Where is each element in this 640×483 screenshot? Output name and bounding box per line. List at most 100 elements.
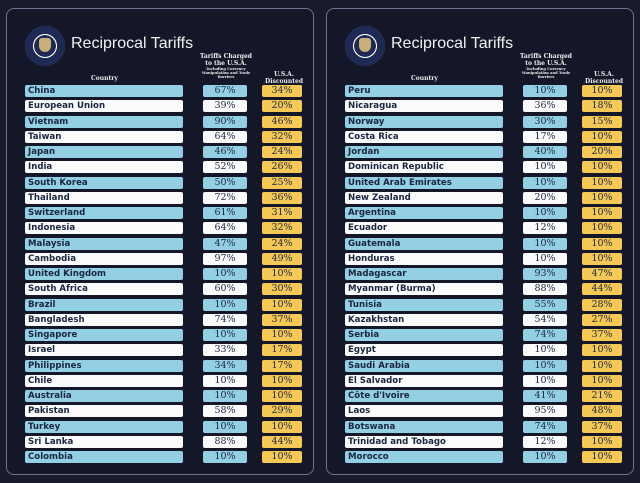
- table-row: Kazakhstan 54% 27%: [345, 313, 635, 327]
- tariff-charged: 20%: [523, 191, 567, 204]
- tariff-charged: 39%: [203, 100, 247, 113]
- table-row: United Arab Emirates 10% 10%: [345, 176, 635, 190]
- discounted-tariff: 10%: [262, 420, 302, 433]
- country-name: Australia: [25, 390, 183, 402]
- table-row: Peru 10% 10%: [345, 85, 635, 98]
- table-row: Trinidad and Tobago 12% 10%: [345, 435, 635, 449]
- table-row: New Zealand 20% 10%: [345, 191, 635, 205]
- discounted-tariff: 10%: [582, 85, 622, 97]
- tariff-charged: 33%: [203, 344, 247, 357]
- tariff-charged: 60%: [203, 283, 247, 296]
- table-row: Madagascar 93% 47%: [345, 268, 635, 281]
- country-name: European Union: [25, 100, 183, 113]
- table-row: Bangladesh 74% 37%: [25, 313, 315, 327]
- country-header: Country: [411, 75, 438, 82]
- country-name: Dominican Republic: [345, 161, 503, 174]
- tariff-charged: 64%: [203, 222, 247, 235]
- tariff-charged: 55%: [523, 298, 567, 311]
- discounted-tariff: 10%: [582, 176, 622, 189]
- tariff-charged: 10%: [203, 420, 247, 433]
- presidential-seal-icon: [345, 26, 385, 66]
- country-name: Tunisia: [345, 298, 503, 311]
- discounted-tariff: 10%: [582, 359, 622, 372]
- discounted-tariff: 36%: [262, 191, 302, 204]
- discounted-tariff: 10%: [582, 207, 622, 219]
- tariff-charged: 88%: [523, 283, 567, 296]
- discounted-tariff: 37%: [582, 329, 622, 341]
- table-row: Honduras 10% 10%: [345, 252, 635, 266]
- tariff-charged: 10%: [203, 374, 247, 387]
- table-row: Tunisia 55% 28%: [345, 298, 635, 312]
- tariff-charged: 10%: [203, 298, 247, 311]
- table-row: Pakistan 58% 29%: [25, 405, 315, 418]
- discounted-tariff: 10%: [262, 390, 302, 402]
- country-name: Myanmar (Burma): [345, 283, 503, 296]
- tariff-charged: 74%: [523, 420, 567, 433]
- tariff-charged: 41%: [523, 390, 567, 402]
- table-row: Costa Rica 17% 10%: [345, 130, 635, 144]
- tariff-charged: 67%: [203, 85, 247, 97]
- country-name: Botswana: [345, 420, 503, 433]
- discounted-tariff: 10%: [262, 329, 302, 341]
- tariff-charged: 46%: [203, 146, 247, 158]
- tariff-charged: 93%: [523, 268, 567, 280]
- discounted-tariff: 47%: [582, 268, 622, 280]
- country-header: Country: [91, 75, 118, 82]
- discounted-tariff: 10%: [582, 191, 622, 204]
- tariff-charged: 54%: [523, 313, 567, 326]
- country-name: Argentina: [345, 207, 503, 219]
- country-name: Honduras: [345, 252, 503, 265]
- discounted-tariff: 32%: [262, 130, 302, 143]
- discounted-tariff: 20%: [582, 146, 622, 158]
- discounted-tariff: 24%: [262, 237, 302, 250]
- table-row: Egypt 10% 10%: [345, 344, 635, 357]
- tariff-charged: 74%: [523, 329, 567, 341]
- discounted-tariff: 10%: [582, 161, 622, 174]
- country-name: Malaysia: [25, 237, 183, 250]
- table-row: Singapore 10% 10%: [25, 329, 315, 342]
- table-row: El Salvador 10% 10%: [345, 374, 635, 388]
- discounted-tariff: 32%: [262, 222, 302, 235]
- discounted-tariff: 18%: [582, 100, 622, 113]
- discounted-tariff: 10%: [582, 374, 622, 387]
- tariff-charged: 90%: [203, 115, 247, 128]
- tariff-charged: 10%: [203, 268, 247, 280]
- tariff-charged: 52%: [203, 161, 247, 174]
- table-row: Myanmar (Burma) 88% 44%: [345, 283, 635, 296]
- country-name: Costa Rica: [345, 130, 503, 143]
- discounted-tariff: 15%: [582, 115, 622, 128]
- discounted-tariff: 17%: [262, 359, 302, 372]
- table-row: Turkey 10% 10%: [25, 420, 315, 434]
- country-name: Laos: [345, 405, 503, 418]
- table-row: Chile 10% 10%: [25, 374, 315, 388]
- tariff-charged: 10%: [523, 161, 567, 174]
- country-name: India: [25, 161, 183, 174]
- tariff-charged: 10%: [523, 176, 567, 189]
- country-name: Côte d'Ivoire: [345, 390, 503, 402]
- table-row: Argentina 10% 10%: [345, 207, 635, 220]
- discounted-tariff: 44%: [262, 435, 302, 448]
- tariff-charged: 30%: [523, 115, 567, 128]
- discounted-tariff: 10%: [582, 451, 622, 463]
- tariff-charged: 10%: [523, 85, 567, 97]
- country-name: New Zealand: [345, 191, 503, 204]
- tariff-charged: 34%: [203, 359, 247, 372]
- table-row: Laos 95% 48%: [345, 405, 635, 418]
- table-row: Colombia 10% 10%: [25, 451, 315, 464]
- right-panel: Reciprocal Tariffs Country Tariffs Charg…: [326, 8, 634, 475]
- country-name: Switzerland: [25, 207, 183, 219]
- discounted-tariff: 24%: [262, 146, 302, 158]
- country-name: Jordan: [345, 146, 503, 158]
- tariff-charged: 10%: [203, 451, 247, 463]
- table-row: South Africa 60% 30%: [25, 283, 315, 296]
- table-row: Ecuador 12% 10%: [345, 222, 635, 235]
- country-name: Japan: [25, 146, 183, 158]
- country-name: South Korea: [25, 176, 183, 189]
- discounted-tariff: 10%: [582, 252, 622, 265]
- discounted-tariff: 26%: [262, 161, 302, 174]
- discounted-tariff: 10%: [262, 374, 302, 387]
- table-row: Saudi Arabia 10% 10%: [345, 359, 635, 373]
- country-name: United Kingdom: [25, 268, 183, 280]
- country-name: Turkey: [25, 420, 183, 433]
- table-row: European Union 39% 20%: [25, 100, 315, 113]
